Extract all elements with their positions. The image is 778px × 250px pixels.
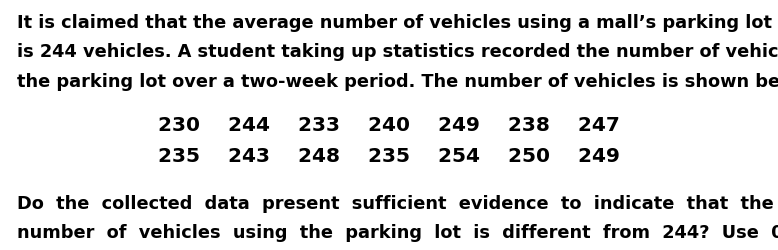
Text: Do  the  collected  data  present  sufficient  evidence  to  indicate  that  the: Do the collected data present sufficient… [17,195,778,213]
Text: the parking lot over a two-week period. The number of vehicles is shown below.: the parking lot over a two-week period. … [17,73,778,91]
Text: is 244 vehicles. A student taking up statistics recorded the number of vehicles : is 244 vehicles. A student taking up sta… [17,43,778,61]
Text: number  of  vehicles  using  the  parking  lot  is  different  from  244?  Use  : number of vehicles using the parking lot… [17,224,778,242]
Text: 235    243    248    235    254    250    249: 235 243 248 235 254 250 249 [158,147,620,166]
Text: 230    244    233    240    249    238    247: 230 244 233 240 249 238 247 [158,116,620,135]
Text: It is claimed that the average number of vehicles using a mall’s parking lot eac: It is claimed that the average number of… [17,14,778,32]
